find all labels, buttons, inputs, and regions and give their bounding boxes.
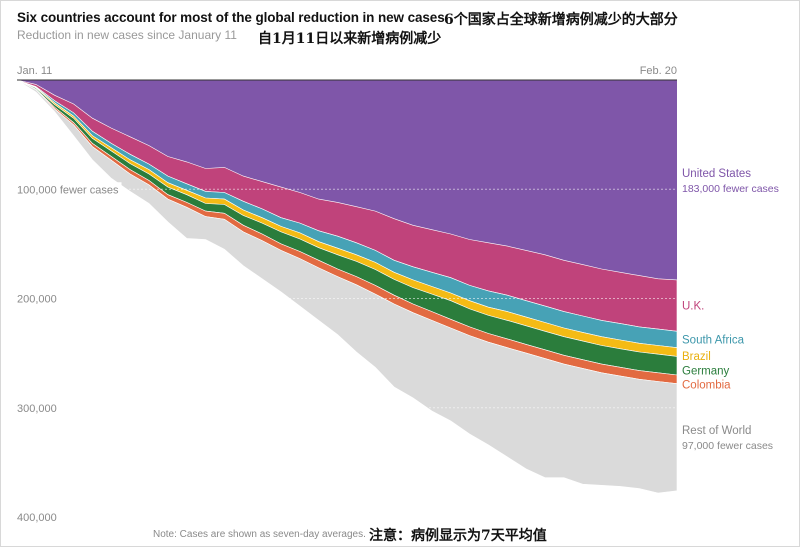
y-tick-label-backing (16, 182, 122, 196)
area-rest-of-world (16, 79, 678, 494)
y-tick-label: 100,000 fewer cases (17, 184, 119, 196)
gridlines: 100,000 fewer cases 200,000 300,000 400,000 (16, 79, 677, 524)
chinese-note: 注意：病例显示为7天平均值 (369, 528, 547, 544)
series-sublabel: 97,000 fewer cases (682, 440, 773, 452)
y-tick-label: 200,000 (17, 294, 57, 306)
series-label: Germany (682, 366, 730, 378)
x-axis: Jan. 11 Feb. 20 (17, 65, 677, 77)
series-label: South Africa (682, 334, 745, 346)
chart-title: Six countries account for most of the gl… (17, 10, 445, 25)
chinese-title: 6个国家占全球新增病例减少的大部分 (444, 12, 678, 28)
x-axis-end-label: Feb. 20 (640, 65, 677, 77)
area-layers (16, 79, 678, 494)
series-sublabel: 183,000 fewer cases (682, 183, 779, 195)
y-tick-label-backing (16, 510, 60, 523)
x-axis-start-label: Jan. 11 (17, 65, 52, 77)
series-label: United States (682, 168, 751, 180)
series-labels: United States 183,000 fewer cases U.K. Sout… (682, 168, 779, 452)
series-label: U.K. (682, 301, 704, 313)
y-tick-label: 400,000 (17, 512, 57, 524)
series-label: Brazil (682, 351, 711, 363)
area-united-states (17, 80, 677, 280)
chart-note: Note: Cases are shown as seven-day avera… (153, 529, 366, 540)
chart-subtitle: Reduction in new cases since January 11 (17, 28, 237, 42)
y-tick-label-backing (16, 400, 60, 414)
series-label: Colombia (682, 379, 731, 391)
y-tick-label: 300,000 (17, 403, 57, 415)
chinese-subtitle: 自1月11日以来新增病例减少 (258, 31, 442, 47)
series-label: Rest of World (682, 425, 751, 437)
y-tick-label-backing (16, 291, 60, 305)
